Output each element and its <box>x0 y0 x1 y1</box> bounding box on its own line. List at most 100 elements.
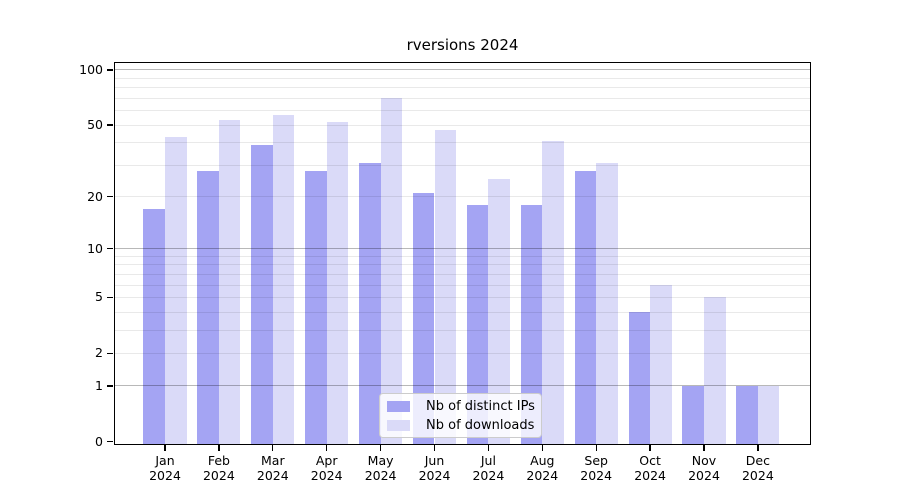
minor-gridline <box>114 97 811 99</box>
legend-label-downloads: Nb of downloads <box>426 417 535 433</box>
x-tick-mark <box>487 445 490 451</box>
chart-title: rversions 2024 <box>406 36 519 54</box>
x-tick-mark <box>541 445 543 451</box>
y-tick-mark <box>107 352 113 354</box>
bar-downloads-dec <box>757 385 780 445</box>
y-tick-label: 50 <box>87 117 103 133</box>
minor-gridline <box>114 110 811 112</box>
x-tick-mark <box>649 445 651 451</box>
x-tick-year: 2024 <box>741 468 774 483</box>
x-tick-month: Sep <box>584 453 608 468</box>
x-tick-month: May <box>367 453 394 468</box>
y-tick-mark <box>107 195 113 198</box>
x-tick-month: Apr <box>315 453 338 468</box>
x-tick-year: 2024 <box>418 468 451 483</box>
legend-swatch-distinct-ips <box>387 400 410 412</box>
x-tick-mark <box>379 445 382 451</box>
y-tick-mark <box>107 124 113 126</box>
x-tick-year: 2024 <box>202 468 235 483</box>
x-tick-label-oct: Oct 2024 <box>618 453 682 483</box>
x-tick-label-jun: Jun 2024 <box>403 453 467 483</box>
y-tick-mark <box>107 247 113 250</box>
x-tick-year: 2024 <box>634 468 666 483</box>
bar-distinct-ips-jun <box>412 192 435 445</box>
minor-gridline <box>114 87 811 89</box>
x-tick-label-apr: Apr 2024 <box>295 453 359 483</box>
bar-distinct-ips-jan <box>143 208 165 445</box>
x-tick-month: Feb <box>207 453 230 468</box>
bar-downloads-feb <box>218 120 241 445</box>
bar-distinct-ips-aug <box>520 204 543 445</box>
bar-distinct-ips-nov <box>682 385 704 445</box>
x-tick-year: 2024 <box>256 468 289 483</box>
x-tick-label-nov: Nov 2024 <box>672 453 736 483</box>
x-tick-year: 2024 <box>472 468 505 483</box>
bar-downloads-jul <box>488 179 510 445</box>
y-tick-label: 20 <box>87 188 103 204</box>
x-tick-month: Jun <box>424 453 445 468</box>
x-tick-label-may: May 2024 <box>349 453 413 483</box>
bar-distinct-ips-apr <box>305 170 327 445</box>
y-tick-mark <box>107 385 113 387</box>
x-tick-mark <box>433 445 436 451</box>
x-tick-year: 2024 <box>364 468 397 483</box>
x-tick-label-aug: Aug 2024 <box>510 453 574 483</box>
plot-area <box>114 62 811 445</box>
bar-downloads-oct <box>650 285 672 445</box>
legend-item-distinct-ips: Nb of distinct IPs <box>387 399 541 414</box>
x-tick-mark <box>218 445 220 451</box>
x-tick-month: Mar <box>261 453 285 468</box>
major-gridline <box>114 69 811 71</box>
x-tick-month: Jan <box>155 453 175 468</box>
x-tick-year: 2024 <box>310 468 343 483</box>
y-tick-mark <box>107 441 113 443</box>
bar-downloads-aug <box>542 140 564 445</box>
bar-downloads-sep <box>596 162 618 445</box>
legend: Nb of distinct IPs Nb of downloads <box>379 393 542 438</box>
y-tick-label: 1 <box>95 377 103 393</box>
bar-distinct-ips-feb <box>197 170 219 445</box>
y-tick-mark <box>107 69 113 71</box>
y-tick-label: 100 <box>79 61 103 77</box>
legend-item-downloads: Nb of downloads <box>387 418 541 433</box>
x-tick-month: Jul <box>480 453 496 468</box>
bar-distinct-ips-jul <box>466 204 489 445</box>
x-tick-mark <box>703 445 705 451</box>
bar-distinct-ips-dec <box>736 385 758 445</box>
x-tick-year: 2024 <box>526 468 559 483</box>
x-tick-year: 2024 <box>580 468 613 483</box>
x-tick-mark <box>164 445 166 451</box>
x-tick-label-jul: Jul 2024 <box>456 453 520 483</box>
x-tick-label-dec: Dec 2024 <box>726 453 790 483</box>
x-tick-mark <box>757 445 759 451</box>
x-tick-label-jan: Jan 2024 <box>133 453 197 483</box>
x-tick-mark <box>326 445 328 451</box>
legend-swatch-downloads <box>387 419 410 431</box>
x-tick-mark <box>595 445 597 451</box>
y-tick-mark <box>107 296 113 299</box>
bar-downloads-mar <box>272 114 295 445</box>
x-tick-month: Oct <box>639 453 661 468</box>
bar-downloads-may <box>380 98 403 445</box>
x-tick-month: Dec <box>745 453 770 468</box>
x-tick-label-feb: Feb 2024 <box>187 453 251 483</box>
y-tick-label: 2 <box>95 345 103 361</box>
x-tick-month: Aug <box>530 453 555 468</box>
bar-distinct-ips-sep <box>574 170 597 445</box>
bar-distinct-ips-may <box>359 162 381 445</box>
x-tick-mark <box>272 445 274 451</box>
x-tick-label-sep: Sep 2024 <box>564 453 628 483</box>
bar-distinct-ips-mar <box>251 144 273 445</box>
minor-gridline <box>114 77 811 79</box>
bar-downloads-jun <box>434 129 457 445</box>
y-tick-label: 5 <box>95 289 103 305</box>
bar-distinct-ips-oct <box>628 312 651 445</box>
legend-label-distinct-ips: Nb of distinct IPs <box>426 398 535 414</box>
x-tick-year: 2024 <box>149 468 181 483</box>
bar-downloads-nov <box>704 297 726 445</box>
bar-downloads-apr <box>326 121 349 445</box>
y-tick-label: 0 <box>95 433 103 449</box>
x-tick-year: 2024 <box>688 468 720 483</box>
x-tick-label-mar: Mar 2024 <box>241 453 305 483</box>
